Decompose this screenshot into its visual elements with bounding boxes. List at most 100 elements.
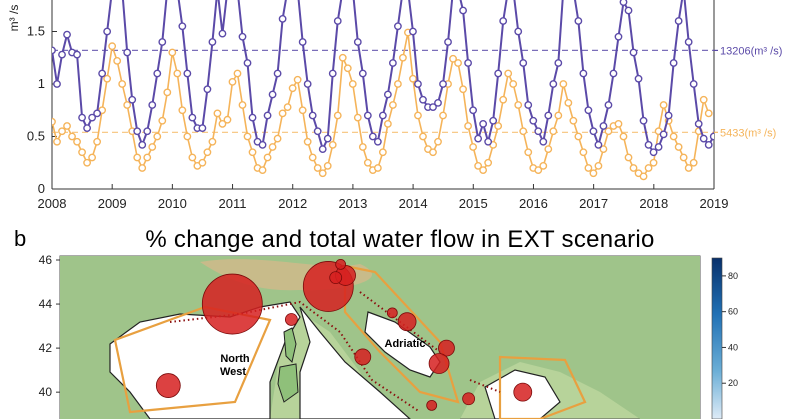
data-point [684,164,693,172]
map-frame [59,255,701,419]
data-point [409,74,417,83]
data-point [429,148,437,157]
colorbar-tick-label: 40 [728,342,738,352]
data-point [644,140,653,149]
data-point [258,166,267,175]
map-title: % change and total water flow in EXT sce… [145,226,655,253]
region-border-adriatic [343,264,460,404]
y-axis-label: m³ /s [7,5,21,32]
data-point [519,59,528,67]
data-point [594,161,603,170]
data-point [378,111,387,120]
data-point [459,6,467,15]
x-tick-label: 2010 [158,196,187,211]
data-point [539,161,548,170]
mean-reference-label: 5433(m³ /s) [720,127,776,139]
data-point [569,116,578,125]
data-point [544,111,553,120]
data-point [83,158,91,167]
region-label-adriatic: Adriatic [385,338,426,350]
data-point [163,88,172,97]
data-point [494,122,503,130]
data-point [674,143,683,151]
data-point [52,46,56,55]
data-point [233,69,242,78]
data-point [78,113,86,122]
data-point [474,134,483,143]
data-point [594,140,603,149]
data-point [689,80,698,88]
x-tick-label: 2015 [459,196,488,211]
data-point [444,38,452,46]
data-point [509,80,518,88]
data-point [614,32,623,41]
series-orange [52,28,713,181]
data-point [439,111,447,120]
data-point [298,106,307,115]
data-point [273,134,282,143]
data-point [378,148,387,157]
data-point [363,111,372,120]
data-point [103,74,112,83]
data-point [103,27,112,36]
data-point [454,59,462,67]
x-tick-label: 2009 [98,196,127,211]
data-point [434,99,442,107]
data-point [514,101,523,109]
data-point [609,69,618,78]
data-point [604,101,613,109]
data-point [263,111,272,120]
data-point [158,38,167,46]
data-point [469,143,478,151]
data-point [464,122,472,130]
data-point [659,130,668,139]
x-tick-label: 2013 [338,196,367,211]
data-point [524,148,533,157]
data-point [93,137,102,146]
flow-bubble [354,348,372,366]
flow-bubble [201,273,263,335]
data-point [649,148,658,157]
data-point [439,80,447,88]
data-point [644,164,653,172]
data-point [584,106,593,115]
data-point [654,143,663,151]
data-point [93,109,102,118]
data-point [679,153,688,162]
data-point [469,106,478,115]
region-label-north-west-1: North [220,353,250,365]
data-point [579,69,588,78]
data-point [529,116,538,125]
data-point [394,80,402,88]
data-point [228,78,237,86]
data-point [414,111,422,120]
data-point [554,111,563,120]
data-point [63,122,71,130]
y-tick-label: 1 [38,76,45,91]
data-point [298,38,307,46]
flow-bubble [462,392,476,406]
data-point [238,32,247,41]
map-y-tick-label: 42 [39,341,53,355]
data-point [248,148,257,157]
flow-bubble [335,259,347,270]
data-point [699,134,708,143]
data-point [549,80,558,88]
x-tick-label: 2011 [219,196,247,211]
data-point [178,106,187,115]
data-point [268,90,277,99]
data-point [123,101,132,109]
data-point [684,38,693,46]
data-point [178,22,187,31]
data-point [318,169,327,178]
data-point [113,57,122,65]
data-point [604,127,613,136]
data-point [248,113,257,122]
map-region-labels: North West Adriatic [220,338,426,378]
data-point [328,69,337,78]
data-point [589,169,598,178]
data-point [704,140,713,149]
data-point [464,59,472,67]
region-border-north-west [113,305,272,414]
data-point [373,164,382,172]
